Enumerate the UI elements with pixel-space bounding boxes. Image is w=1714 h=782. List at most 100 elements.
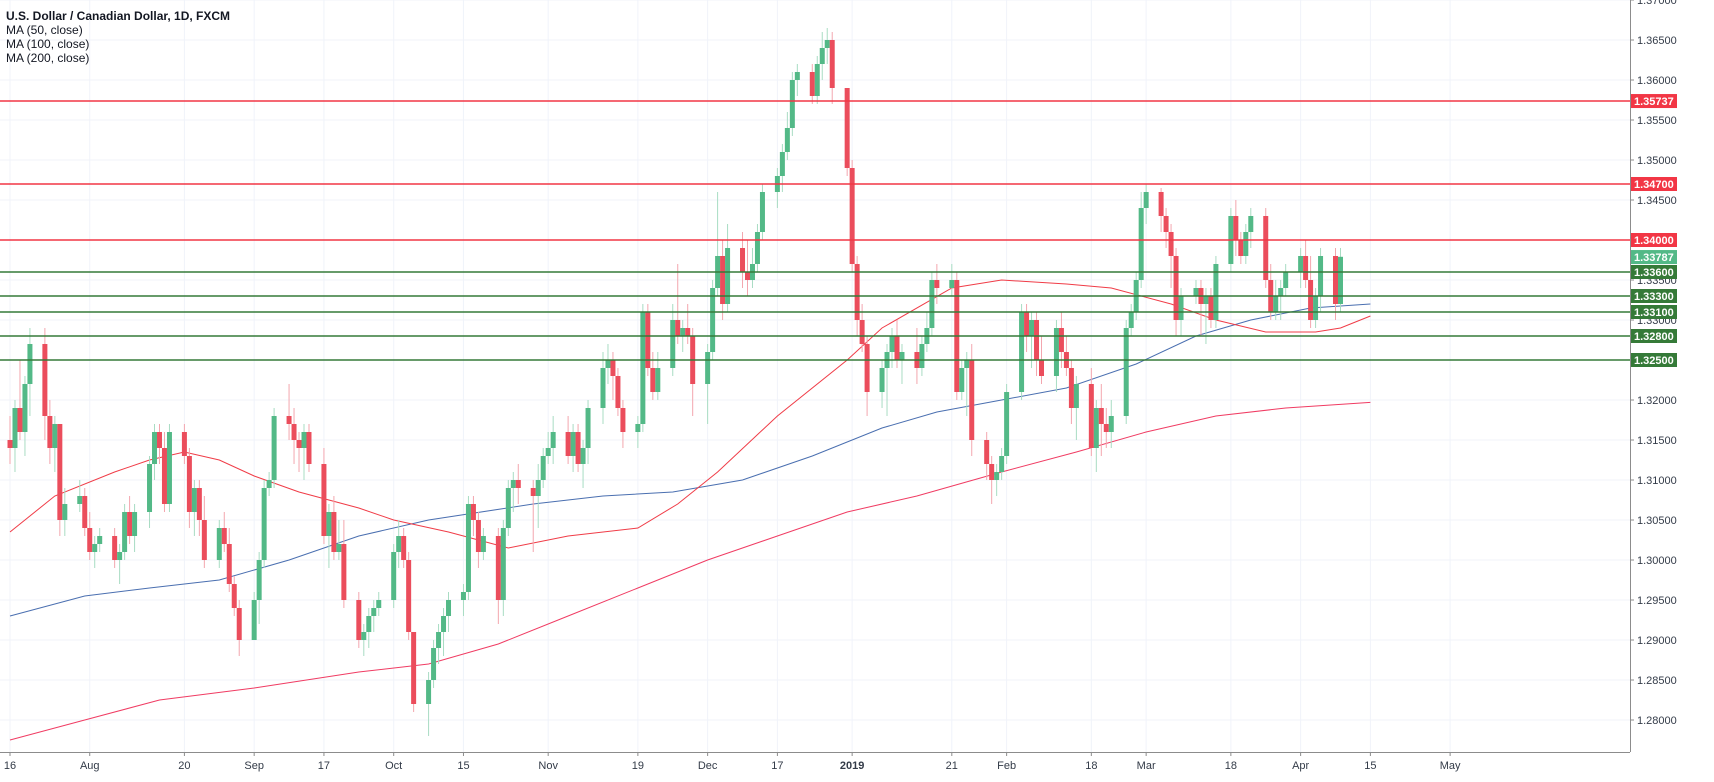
candle-down — [989, 464, 995, 480]
candle-down — [161, 448, 167, 504]
candle-up — [784, 128, 790, 152]
ma100-line — [9, 303, 1371, 617]
candle-up — [510, 480, 516, 488]
candle-up — [152, 432, 158, 464]
candle-up — [1337, 256, 1343, 304]
candle-up — [1128, 312, 1134, 328]
y-tick-label: 1.29000 — [1637, 635, 1677, 647]
legend-ma50: MA (50, close) — [6, 23, 83, 37]
candle-down — [7, 440, 13, 448]
candle-down — [156, 432, 162, 448]
y-tick-label: 1.32000 — [1637, 395, 1677, 407]
y-tick-label: 1.30500 — [1637, 515, 1677, 527]
candle-up — [680, 328, 686, 336]
candle-down — [236, 608, 242, 640]
candle-up — [879, 368, 885, 392]
candle-up — [12, 408, 18, 448]
candle-up — [1273, 296, 1279, 312]
candle-down — [226, 544, 232, 584]
candle-up — [147, 464, 153, 512]
candle-up — [77, 496, 83, 504]
candle-down — [82, 496, 88, 528]
candle-down — [1039, 360, 1045, 376]
candle-down — [675, 320, 681, 336]
candle-down — [1173, 256, 1179, 320]
x-tick-label: Aug — [80, 760, 100, 772]
x-tick-label: May — [1440, 760, 1461, 772]
x-tick-label: Dec — [698, 760, 718, 772]
y-tick-label: 1.35500 — [1637, 115, 1677, 127]
candle-down — [829, 40, 835, 88]
y-tick-label: 1.28000 — [1637, 715, 1677, 727]
candle-down — [196, 488, 202, 520]
candle-up — [216, 528, 222, 560]
candle-down — [201, 520, 207, 560]
level-tag-bg — [1631, 233, 1677, 247]
candle-up — [605, 360, 611, 368]
candle-up — [789, 80, 795, 128]
candle-down — [575, 432, 581, 464]
level-tag-label: 1.33300 — [1634, 291, 1674, 303]
candle-up — [326, 512, 332, 536]
x-tick-label: Nov — [538, 760, 558, 772]
candle-up — [550, 432, 556, 448]
candle-up — [1278, 288, 1284, 296]
candle-up — [446, 600, 452, 616]
candle-up — [545, 448, 551, 456]
candle-up — [1298, 256, 1304, 272]
candle-up — [705, 352, 711, 384]
candle-up — [62, 504, 68, 520]
ma50-line — [9, 279, 1371, 549]
x-tick-label: Apr — [1292, 760, 1309, 772]
candle-up — [1243, 232, 1249, 256]
level-tag-bg — [1631, 177, 1677, 191]
x-tick-label: 15 — [457, 760, 469, 772]
candle-up — [994, 472, 1000, 480]
y-tick-label: 1.31500 — [1637, 435, 1677, 447]
candle-down — [969, 360, 975, 440]
candle-up — [725, 248, 731, 304]
candle-up — [964, 360, 970, 368]
legend-ma100: MA (100, close) — [6, 37, 89, 51]
candle-down — [740, 248, 746, 272]
price-tags: 1.35737 1.34700 1.34000 1.33600 1.33300 1.331… — [1631, 94, 1677, 367]
horizontal-levels — [0, 100, 1630, 361]
candle-down — [401, 536, 407, 560]
candle-up — [824, 40, 830, 48]
y-tick-label: 1.34500 — [1637, 195, 1677, 207]
x-tick-label: Feb — [997, 760, 1016, 772]
x-tick-label: 19 — [632, 760, 644, 772]
chart-title: U.S. Dollar / Canadian Dollar, 1D, FXCM — [6, 9, 230, 23]
x-tick-label: 20 — [178, 760, 190, 772]
candle-up — [117, 552, 123, 560]
candle-up — [1108, 416, 1114, 432]
candle-down — [341, 544, 347, 600]
candle-up — [899, 352, 905, 360]
candle-up — [959, 368, 965, 392]
last-price-tag-label: 1.33787 — [1634, 252, 1674, 264]
x-tick-label: 21 — [946, 760, 958, 772]
candle-up — [670, 320, 676, 368]
candle-down — [331, 512, 337, 552]
y-tick-label: 1.36500 — [1637, 35, 1677, 47]
candle-up — [949, 280, 955, 288]
candle-up — [92, 544, 98, 552]
candle-up — [27, 344, 33, 384]
candle-down — [495, 536, 501, 600]
candle-up — [635, 424, 641, 432]
candle-down — [321, 464, 327, 536]
candle-up — [600, 368, 606, 408]
candle-down — [620, 408, 626, 432]
candle-down — [1103, 424, 1109, 432]
x-tick-label: 17 — [318, 760, 330, 772]
y-tick-label: 1.31000 — [1637, 475, 1677, 487]
y-tick-label: 1.35000 — [1637, 155, 1677, 167]
last-price-tag-bg — [1631, 250, 1677, 265]
candle-up — [396, 536, 402, 552]
candle-up — [1138, 208, 1144, 280]
candle-up — [166, 432, 172, 504]
candle-down — [685, 328, 691, 336]
level-tag-label: 1.35737 — [1634, 96, 1674, 108]
